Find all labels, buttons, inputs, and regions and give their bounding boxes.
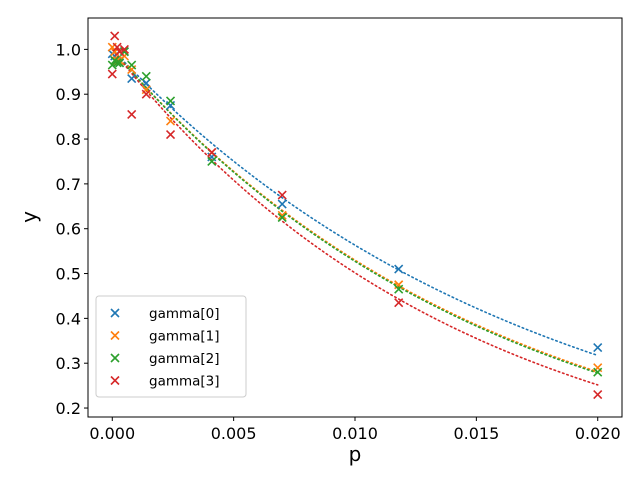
data-point bbox=[107, 69, 117, 79]
data-point bbox=[277, 210, 287, 220]
data-point bbox=[112, 42, 122, 52]
data-point bbox=[277, 190, 287, 200]
data-point bbox=[277, 199, 287, 209]
legend: gamma[0] gamma[1] gamma[2] gamma[3] bbox=[95, 295, 247, 398]
y-tick-label: 0.2 bbox=[56, 399, 81, 418]
y-tick-label: 0.8 bbox=[56, 130, 81, 149]
data-point bbox=[394, 298, 404, 308]
data-point bbox=[119, 44, 129, 54]
y-axis-label: y bbox=[17, 211, 41, 223]
y-tick-label: 0.7 bbox=[56, 175, 81, 194]
data-point bbox=[165, 129, 176, 140]
data-point bbox=[394, 264, 404, 274]
data-point bbox=[112, 58, 122, 68]
data-point bbox=[207, 147, 217, 158]
x-axis-label: p bbox=[349, 442, 362, 466]
data-point bbox=[141, 78, 151, 88]
legend-marker-icon bbox=[110, 330, 120, 341]
y-tick-label: 0.9 bbox=[56, 85, 81, 104]
data-point bbox=[593, 367, 603, 377]
x-tick-label: 0.005 bbox=[211, 424, 257, 443]
data-point bbox=[141, 89, 151, 99]
legend-entry: gamma[1] bbox=[110, 329, 220, 345]
legend-label: gamma[0] bbox=[149, 306, 220, 322]
data-point bbox=[127, 73, 137, 84]
data-point bbox=[207, 156, 217, 167]
x-axis: 0.000 0.005 0.010 0.015 0.020 bbox=[89, 417, 621, 443]
legend-entry: gamma[2] bbox=[110, 351, 220, 367]
fit-lines bbox=[111, 48, 599, 386]
legend-entry: gamma[3] bbox=[110, 374, 220, 390]
data-point bbox=[114, 58, 125, 68]
x-tick-label: 0.020 bbox=[575, 424, 621, 443]
fit-line-gamma[2] bbox=[111, 48, 599, 374]
data-point bbox=[141, 71, 151, 81]
y-tick-label: 0.4 bbox=[56, 309, 81, 328]
data-point bbox=[165, 96, 176, 106]
x-tick-label: 0.000 bbox=[89, 424, 135, 443]
legend-entry: gamma[0] bbox=[110, 306, 220, 322]
y-tick-label: 0.5 bbox=[56, 265, 81, 284]
data-point bbox=[277, 212, 287, 223]
data-point bbox=[127, 109, 137, 119]
legend-marker-icon bbox=[110, 308, 120, 318]
data-point bbox=[593, 390, 603, 400]
data-point bbox=[593, 342, 603, 353]
y-tick-label: 1.0 bbox=[56, 40, 81, 59]
legend-label: gamma[1] bbox=[149, 329, 220, 345]
data-point bbox=[394, 284, 404, 294]
fit-line-gamma[3] bbox=[111, 48, 599, 386]
y-axis: 0.2 0.3 0.4 0.5 0.6 0.7 0.8 0.9 1.0 bbox=[56, 40, 88, 418]
legend-box bbox=[95, 295, 247, 398]
data-point bbox=[165, 116, 176, 126]
legend-label: gamma[3] bbox=[149, 374, 220, 390]
data-markers bbox=[107, 31, 603, 400]
legend-marker-icon bbox=[110, 353, 120, 363]
y-tick-label: 0.6 bbox=[56, 220, 81, 239]
y-tick-label: 0.3 bbox=[56, 354, 81, 373]
legend-marker-icon bbox=[110, 375, 120, 386]
data-point bbox=[110, 31, 120, 41]
data-point bbox=[127, 60, 137, 70]
x-tick-label: 0.010 bbox=[332, 424, 378, 443]
x-tick-label: 0.015 bbox=[453, 424, 499, 443]
legend-label: gamma[2] bbox=[149, 351, 220, 367]
data-point bbox=[107, 60, 117, 70]
fit-line-gamma[0] bbox=[111, 48, 599, 357]
data-point bbox=[114, 47, 125, 57]
